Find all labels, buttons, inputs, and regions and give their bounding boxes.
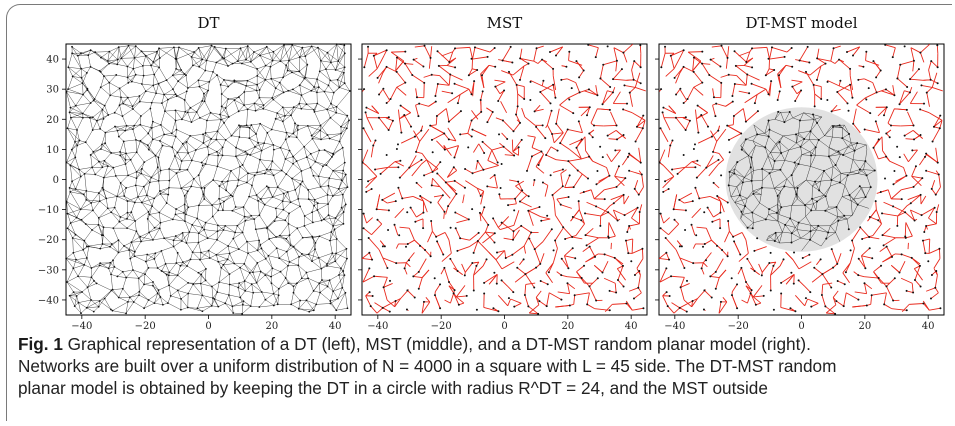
y-tick-label: 20	[46, 115, 59, 126]
y-tick-label: −10	[38, 205, 59, 216]
panel-title-mst: MST	[486, 14, 523, 32]
x-tick-label: 40	[329, 321, 342, 332]
x-tick-label: −20	[431, 321, 452, 332]
y-tick-label: 0	[53, 175, 59, 186]
x-tick-label: 0	[501, 321, 507, 332]
y-tick-label: −40	[38, 295, 59, 306]
y-tick-label: −30	[38, 265, 59, 276]
x-tick-label: 20	[265, 321, 278, 332]
figure-frame	[6, 4, 952, 421]
caption-line-1: Graphical representation of a DT (left),…	[67, 334, 811, 354]
y-tick-label: 30	[46, 85, 59, 96]
mst-network-panel: −40 −20 0 20 40	[358, 43, 648, 332]
network-nodes	[361, 43, 645, 315]
x-tick-label: 40	[922, 321, 935, 332]
panel-title-dt-mst: DT-MST model	[745, 14, 858, 32]
y-tick-label: 10	[46, 145, 59, 156]
panel-title-dt: DT	[197, 14, 220, 32]
plot-area-border	[65, 43, 352, 316]
network-nodes	[658, 43, 942, 315]
x-tick-label: −40	[71, 321, 92, 332]
network-nodes	[65, 43, 351, 315]
x-tick-label: 20	[561, 321, 574, 332]
y-tick-label: 40	[46, 55, 59, 66]
figure-label: Fig. 1	[18, 334, 63, 354]
network-edges	[658, 43, 943, 315]
caption-line-2: Networks are built over a uniform distri…	[18, 356, 837, 376]
y-tick-label: −20	[38, 235, 59, 246]
x-tick-label: 0	[798, 321, 804, 332]
x-tick-label: −20	[135, 321, 156, 332]
network-edges	[361, 43, 646, 315]
x-tick-label: −40	[367, 321, 388, 332]
dt-network-panel: −40 −20 0 20 40 40 30 20 10 0 −10 −20 −30 −40	[38, 43, 352, 332]
dt-circle-region	[725, 107, 878, 252]
caption-line-3: planar model is obtained by keeping the …	[18, 378, 768, 398]
network-edges	[65, 43, 350, 315]
figure-caption: Fig. 1 Graphical representation of a DT …	[18, 333, 942, 399]
x-tick-label: −20	[728, 321, 749, 332]
x-tick-label: 0	[205, 321, 211, 332]
x-tick-label: −40	[664, 321, 685, 332]
dt-mst-network-panel: −40 −20 0 20 40	[655, 43, 945, 332]
x-tick-label: 20	[858, 321, 871, 332]
x-tick-label: 40	[625, 321, 638, 332]
